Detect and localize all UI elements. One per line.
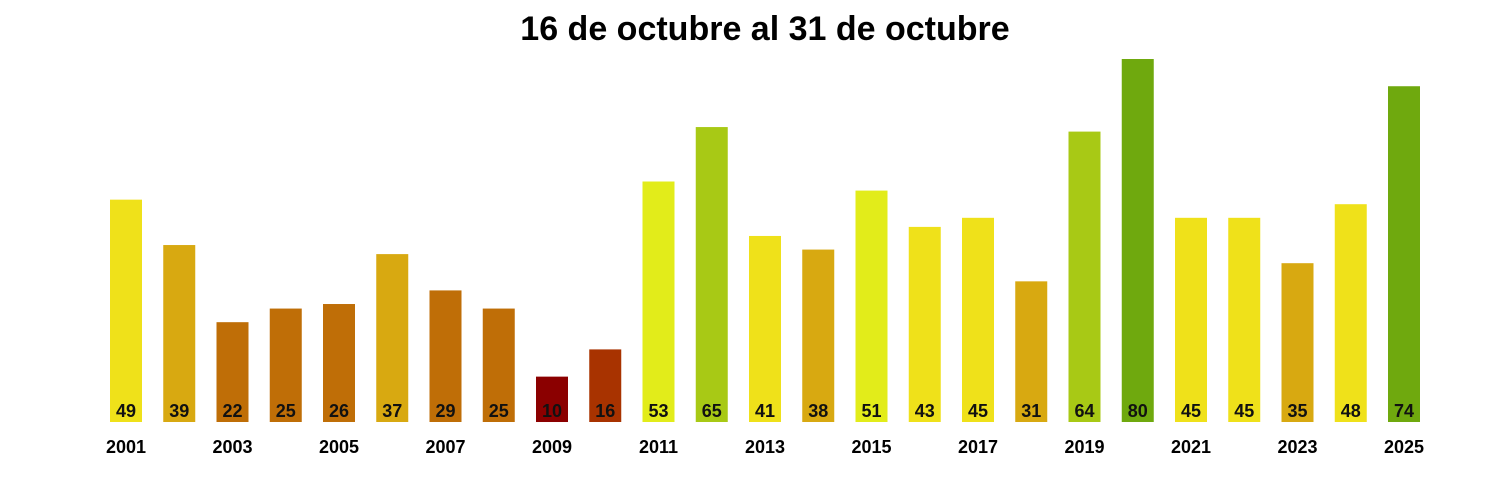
value-label-2018: 31: [1021, 401, 1041, 421]
bar-2009: [536, 376, 568, 423]
value-label-2010: 16: [595, 401, 615, 421]
x-tick-label-2007: 2007: [425, 437, 465, 457]
x-tick-label-2017: 2017: [958, 437, 998, 457]
value-label-2012: 65: [702, 401, 722, 421]
bar-2017: [962, 217, 994, 422]
value-label-2014: 38: [808, 401, 828, 421]
value-labels-group: 49 39 22 25 26 37 29 25 10 16 53 65 41 38 51 43 45 31 64 80…: [116, 401, 1414, 421]
value-label-2021: 45: [1181, 401, 1201, 421]
value-label-2001: 49: [116, 401, 136, 421]
x-tick-label-2023: 2023: [1277, 437, 1317, 457]
bar-2020: [1121, 59, 1154, 422]
bar-2021: [1175, 217, 1207, 422]
value-label-2009: 10: [542, 401, 562, 421]
value-label-2025: 74: [1394, 401, 1414, 421]
bar-2006: [376, 254, 409, 422]
bar-2004: [269, 308, 302, 422]
value-label-2006: 37: [382, 401, 402, 421]
value-label-2016: 43: [915, 401, 935, 421]
x-tick-label-2005: 2005: [319, 437, 359, 457]
bar-2010: [589, 349, 622, 422]
bar-2019: [1068, 131, 1101, 422]
bar-2001: [110, 199, 142, 422]
value-label-2022: 45: [1234, 401, 1254, 421]
value-label-2013: 41: [755, 401, 775, 421]
bar-2023: [1281, 263, 1314, 422]
x-tick-label-2025: 2025: [1384, 437, 1424, 457]
value-label-2007: 29: [435, 401, 455, 421]
value-label-2005: 26: [329, 401, 349, 421]
bars-group: [110, 59, 1420, 423]
bar-2022: [1228, 217, 1261, 422]
bar-2018: [1015, 281, 1048, 422]
chart-title: 16 de octubre al 31 de octubre: [520, 10, 1010, 48]
value-label-2002: 39: [169, 401, 189, 421]
value-label-2019: 64: [1074, 401, 1094, 421]
value-label-2008: 25: [489, 401, 509, 421]
x-tick-label-2013: 2013: [745, 437, 785, 457]
value-label-2015: 51: [861, 401, 881, 421]
x-tick-label-2009: 2009: [532, 437, 572, 457]
x-tick-label-2015: 2015: [851, 437, 891, 457]
value-label-2024: 48: [1341, 401, 1361, 421]
value-label-2017: 45: [968, 401, 988, 421]
x-tick-label-2011: 2011: [639, 437, 678, 457]
bar-2008: [482, 308, 515, 422]
bar-2016: [908, 226, 941, 422]
value-label-2023: 35: [1287, 401, 1307, 421]
value-label-2003: 22: [222, 401, 242, 421]
bar-2007: [429, 290, 462, 422]
bar-2025: [1388, 86, 1420, 422]
bar-2002: [163, 245, 196, 422]
bar-2013: [749, 235, 781, 422]
x-axis-tick-labels: 2001 2003 2005 2007 2009 2011 2013 2015 2017 2019…: [106, 437, 1424, 457]
value-label-2020: 80: [1128, 401, 1148, 421]
bar-2003: [216, 322, 249, 422]
bar-2014: [802, 249, 835, 422]
bar-2005: [323, 304, 355, 422]
x-tick-label-2003: 2003: [212, 437, 252, 457]
value-label-2004: 25: [276, 401, 296, 421]
bar-2012: [695, 127, 728, 422]
bar-2024: [1334, 204, 1367, 422]
bar-2011: [642, 181, 675, 422]
value-label-2011: 53: [648, 401, 668, 421]
bar-2015: [855, 190, 888, 422]
x-tick-label-2019: 2019: [1064, 437, 1104, 457]
x-tick-label-2021: 2021: [1171, 437, 1211, 457]
x-tick-label-2001: 2001: [106, 437, 146, 457]
